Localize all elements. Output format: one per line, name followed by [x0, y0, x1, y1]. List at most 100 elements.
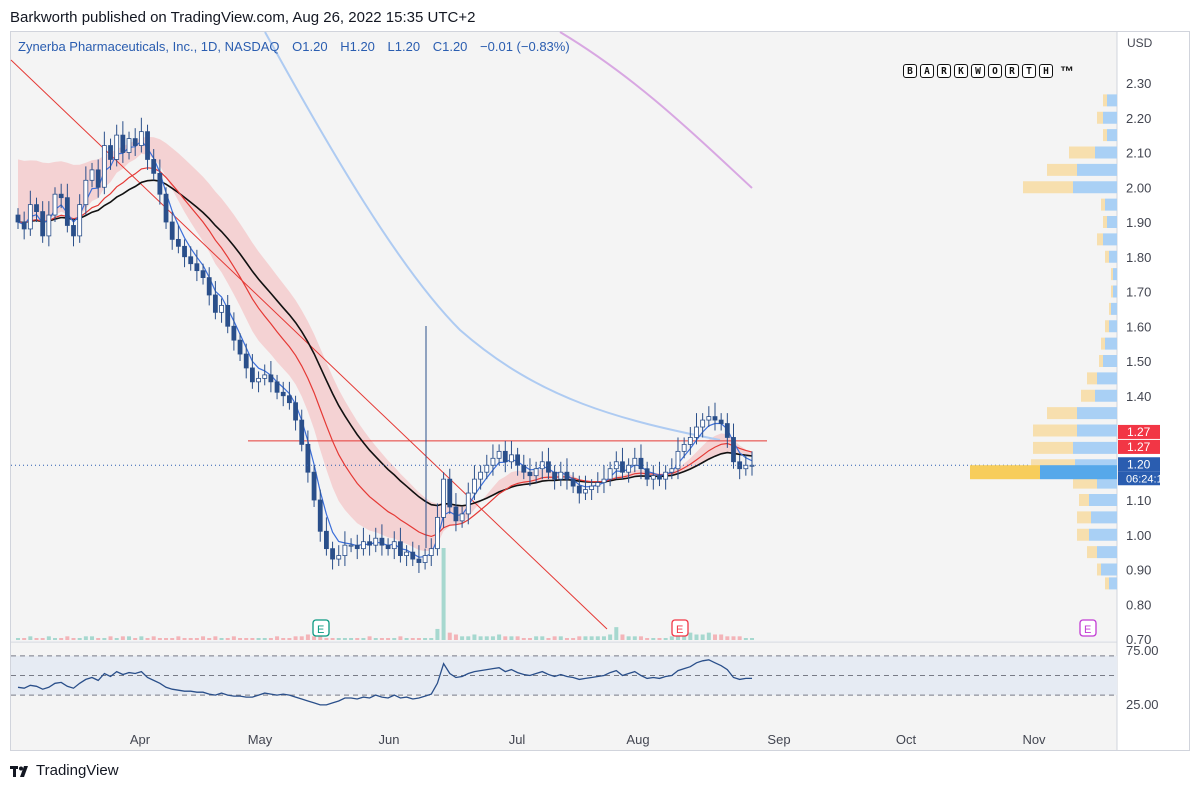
chart-area[interactable] [10, 31, 1190, 751]
candle-body[interactable] [700, 419, 706, 428]
candle-body[interactable] [132, 138, 138, 146]
candle-body[interactable] [212, 294, 218, 313]
candle-body[interactable] [410, 551, 416, 560]
candle-body[interactable] [447, 478, 453, 508]
candle-body[interactable] [398, 541, 403, 557]
candle-body[interactable] [169, 221, 175, 240]
candle-body[interactable] [367, 541, 372, 546]
candle-body[interactable] [299, 419, 305, 445]
candle-body[interactable] [589, 485, 595, 490]
candle-body[interactable] [194, 263, 200, 272]
candle-body[interactable] [484, 464, 490, 473]
candle-body[interactable] [527, 471, 533, 477]
candle-body[interactable] [724, 423, 730, 438]
candle-body[interactable] [718, 419, 724, 424]
candle-body[interactable] [268, 374, 274, 383]
candle-body[interactable] [613, 461, 619, 470]
candle-body[interactable] [77, 204, 83, 237]
candle-body[interactable] [286, 395, 292, 404]
candle-body[interactable] [157, 172, 163, 195]
candle-body[interactable] [336, 555, 342, 560]
candle-body[interactable] [687, 437, 693, 445]
candle-body[interactable] [243, 353, 249, 369]
candle-body[interactable] [379, 537, 385, 546]
candle-body[interactable] [163, 193, 169, 223]
tradingview-footer-logo[interactable]: TradingView [10, 762, 119, 779]
candle-body[interactable] [200, 270, 206, 278]
candle-body[interactable] [681, 443, 687, 452]
candle-body[interactable] [453, 506, 459, 522]
candle-body[interactable] [175, 238, 181, 247]
candle-body[interactable] [669, 468, 675, 473]
candle-body[interactable] [151, 159, 157, 174]
candle-body[interactable] [644, 468, 650, 480]
candle-body[interactable] [743, 464, 749, 470]
candle-body[interactable] [305, 443, 311, 473]
candle-body[interactable] [428, 548, 434, 557]
candle-body[interactable] [706, 416, 712, 421]
candle-body[interactable] [422, 555, 428, 563]
candle-body[interactable] [64, 197, 70, 226]
candle-body[interactable] [256, 377, 261, 383]
candle-body[interactable] [539, 461, 545, 470]
candle-body[interactable] [638, 457, 644, 470]
candle-body[interactable] [52, 193, 58, 216]
candle-body[interactable] [21, 221, 27, 230]
candle-body[interactable] [731, 437, 736, 463]
candle-body[interactable] [441, 478, 446, 518]
candle-body[interactable] [262, 374, 268, 379]
candle-body[interactable] [114, 134, 120, 160]
candle-body[interactable] [342, 544, 348, 556]
candle-body[interactable] [490, 457, 496, 466]
candle-body[interactable] [280, 391, 286, 397]
candle-body[interactable] [311, 471, 317, 501]
candle-body[interactable] [472, 478, 477, 494]
candle-body[interactable] [570, 478, 576, 487]
candle-body[interactable] [293, 402, 298, 421]
candle-body[interactable] [40, 211, 46, 237]
symbol-title[interactable]: Zynerba Pharmaceuticals, Inc., 1D, NASDA… [18, 39, 280, 54]
candle-body[interactable] [595, 482, 601, 487]
candle-body[interactable] [317, 499, 323, 532]
candle-body[interactable] [478, 471, 484, 480]
candle-body[interactable] [237, 339, 243, 355]
candle-body[interactable] [601, 478, 607, 484]
candle-body[interactable] [27, 204, 33, 230]
candle-body[interactable] [34, 204, 39, 212]
candle-body[interactable] [712, 416, 718, 421]
candle-body[interactable] [564, 471, 570, 480]
candle-body[interactable] [459, 513, 465, 522]
candle-body[interactable] [391, 541, 397, 550]
candle-body[interactable] [632, 457, 638, 466]
candle-body[interactable] [626, 464, 632, 473]
candle-body[interactable] [657, 475, 662, 480]
candle-body[interactable] [225, 304, 231, 327]
candle-body[interactable] [330, 548, 335, 560]
candle-body[interactable] [385, 544, 391, 550]
candle-body[interactable] [515, 454, 521, 466]
candle-body[interactable] [46, 214, 52, 237]
candle-body[interactable] [552, 471, 558, 480]
candle-body[interactable] [182, 245, 187, 258]
candle-body[interactable] [348, 544, 354, 547]
candle-body[interactable] [361, 541, 366, 550]
candle-body[interactable] [404, 551, 409, 556]
candle-body[interactable] [324, 530, 329, 550]
candle-body[interactable] [89, 169, 95, 181]
candle-body[interactable] [188, 256, 194, 265]
candle-body[interactable] [496, 450, 502, 459]
candle-body[interactable] [274, 381, 280, 393]
candle-body[interactable] [583, 489, 588, 494]
candle-body[interactable] [219, 304, 224, 313]
candle-body[interactable] [354, 544, 360, 550]
candles[interactable] [15, 117, 755, 573]
candle-body[interactable] [694, 426, 699, 438]
candle-body[interactable] [509, 454, 514, 463]
candle-body[interactable] [620, 461, 625, 473]
candle-body[interactable] [650, 475, 656, 480]
candle-body[interactable] [373, 537, 379, 546]
candle-body[interactable] [206, 277, 212, 296]
candle-body[interactable] [126, 138, 132, 153]
candle-body[interactable] [101, 145, 107, 188]
candle-body[interactable] [502, 450, 508, 463]
